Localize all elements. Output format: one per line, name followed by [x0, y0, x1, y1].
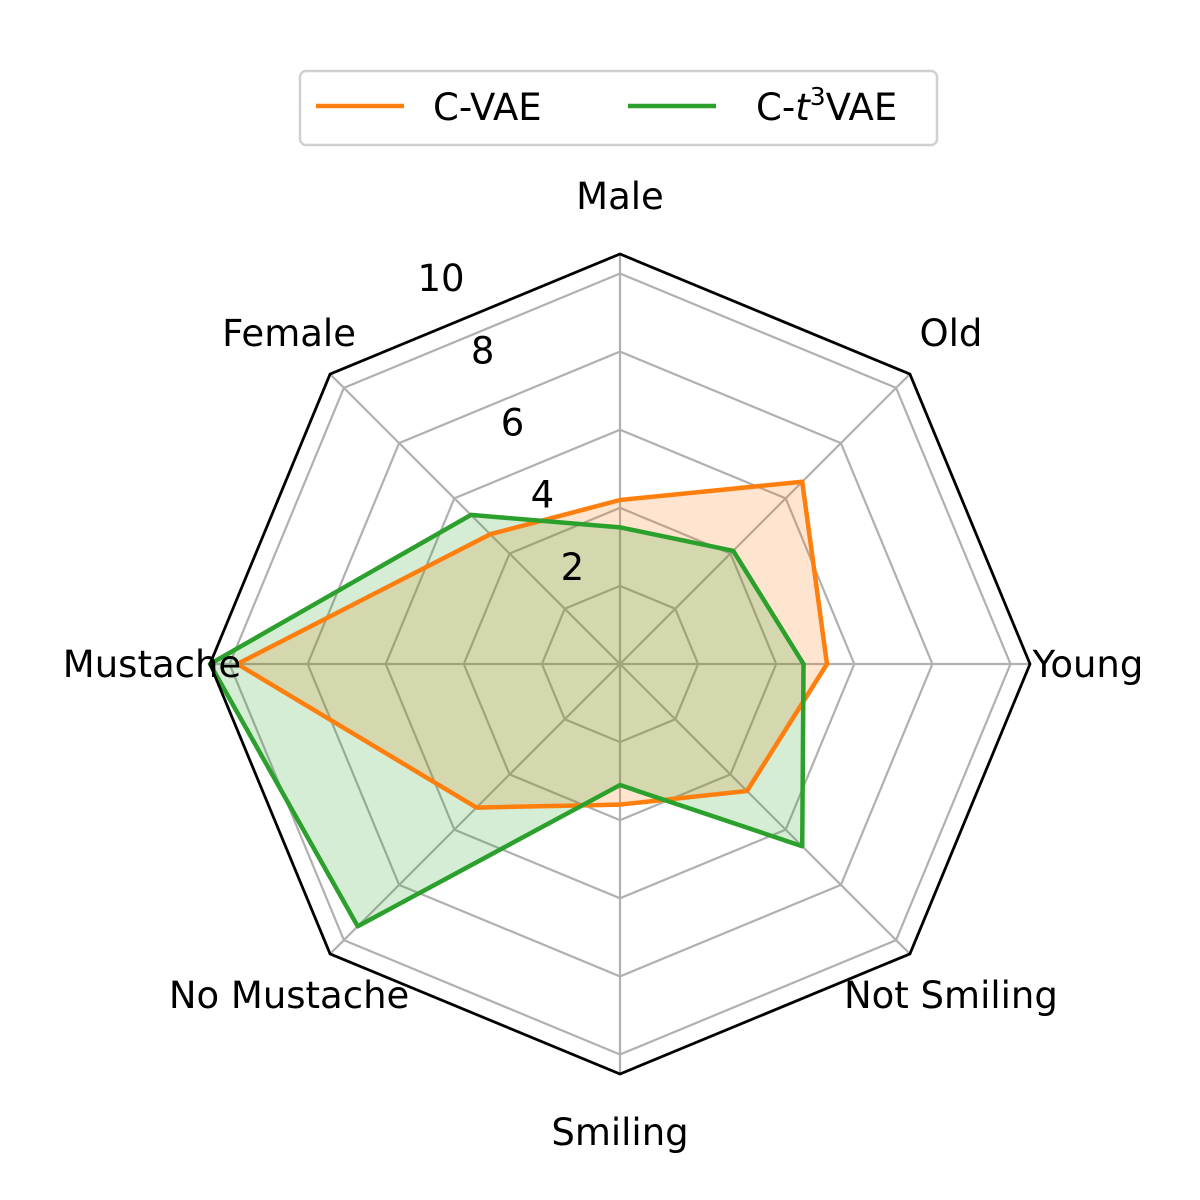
- category-label-not-smiling: Not Smiling: [844, 974, 1058, 1017]
- series-line-c-t-vae: [207, 512, 806, 929]
- grid-spoke-not-smiling: [619, 663, 911, 955]
- category-label-mustache: Mustache: [63, 643, 241, 686]
- radial-tick-2: 2: [561, 546, 585, 589]
- series-area-c-t-vae: [210, 514, 804, 927]
- legend-label-c-t3vae: C-t3VAE: [756, 82, 897, 129]
- grid-spoke-old: [619, 373, 911, 665]
- outer-frame: [208, 252, 1032, 1076]
- category-label-female: Female: [222, 312, 356, 355]
- category-labels: Male Old Young Not Smiling Smiling No Mustach…: [63, 175, 1144, 1154]
- legend-label-italic: t: [795, 86, 811, 129]
- legend: C-VAE C-t3VAE: [298, 69, 939, 147]
- radar-grid: [210, 254, 1030, 1074]
- series-area-c-vae: [237, 481, 827, 808]
- radar-frame: [208, 252, 1032, 1076]
- category-label-male: Male: [576, 175, 664, 218]
- series-line-c-vae: [235, 479, 830, 810]
- legend-label-prefix: C-: [756, 86, 795, 129]
- legend-label-suffix: VAE: [826, 86, 898, 129]
- category-label-no-mustache: No Mustache: [169, 974, 409, 1017]
- radial-tick-4: 4: [531, 474, 555, 517]
- radial-tick-10: 10: [417, 257, 464, 300]
- category-label-smiling: Smiling: [551, 1111, 688, 1154]
- category-label-young: Young: [1032, 643, 1144, 686]
- legend-box: [298, 69, 939, 147]
- grid-spoke-female: [329, 373, 621, 665]
- radial-tick-8: 8: [471, 329, 495, 372]
- radial-tick-6: 6: [501, 402, 525, 445]
- category-label-old: Old: [919, 312, 982, 355]
- radar-series: [207, 479, 830, 929]
- legend-label-sup: 3: [810, 82, 826, 111]
- legend-label-c-vae: C-VAE: [433, 86, 542, 129]
